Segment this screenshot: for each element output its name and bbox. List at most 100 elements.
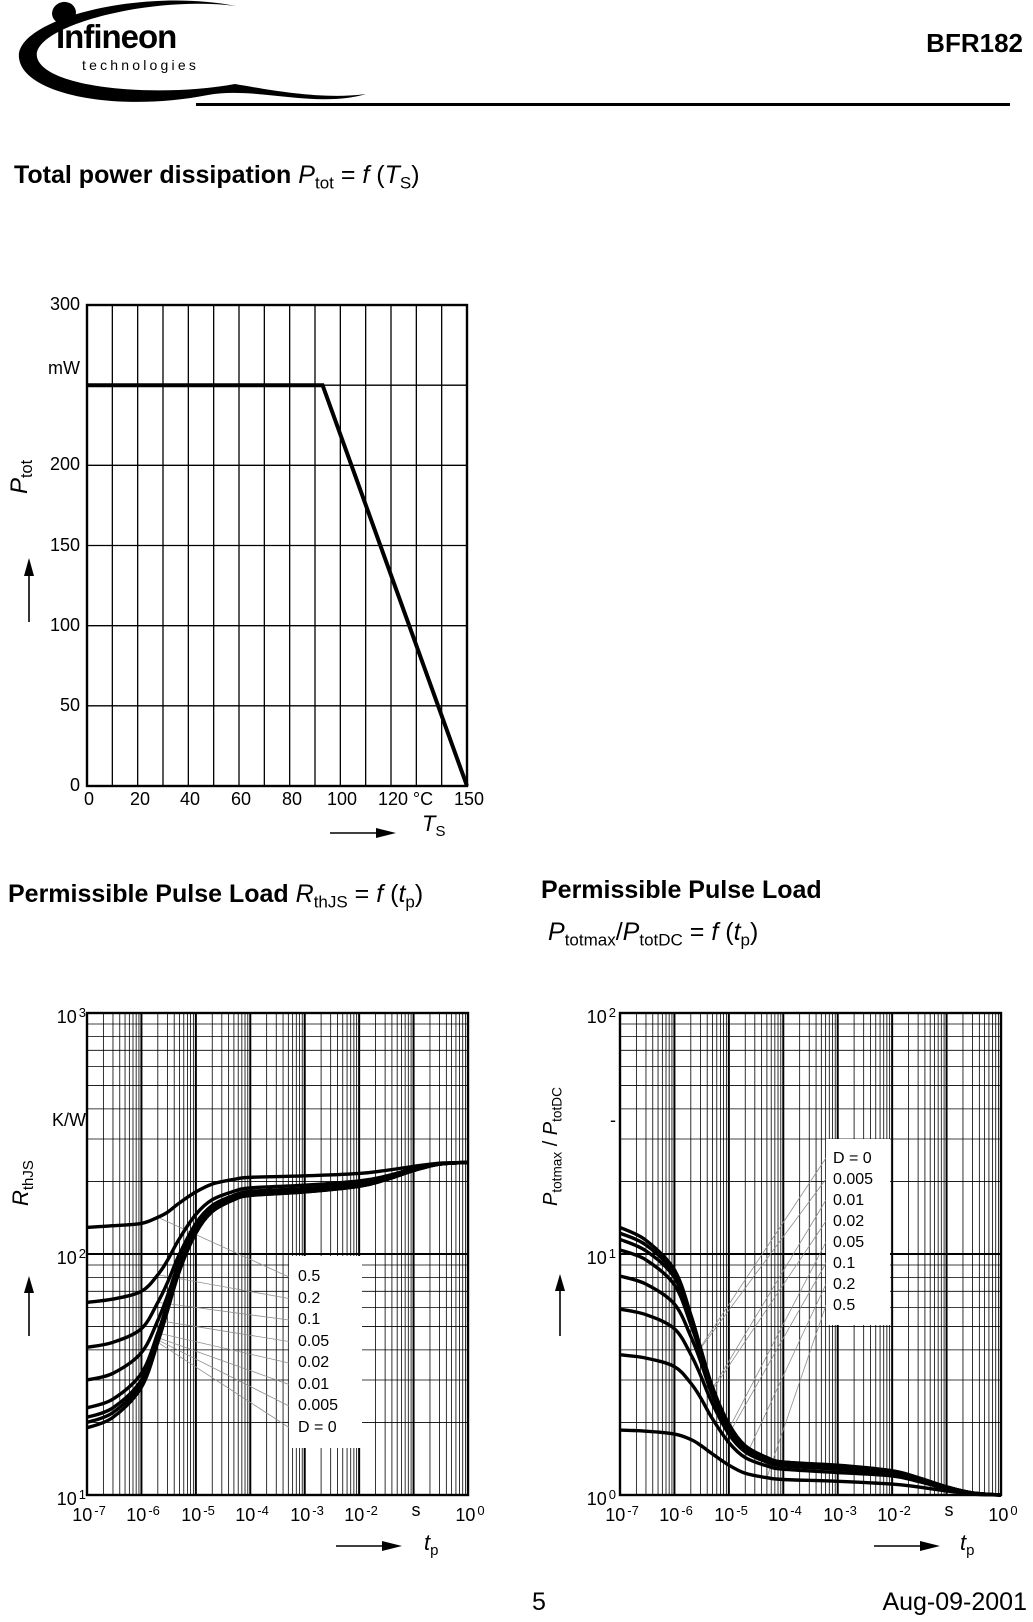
x-tick-label: 10 -7 [605, 1503, 639, 1525]
legend-entry: 0.5 [298, 1268, 321, 1285]
legend-leader-line [744, 1283, 827, 1458]
chart1-y-axis-arrow-icon [22, 558, 36, 624]
legend-entry: 0.05 [833, 1234, 865, 1251]
legend-leader-line [157, 1341, 290, 1428]
y-tick-label: 0 [69, 775, 80, 795]
legend-entry: D = 0 [833, 1150, 872, 1167]
curve-D=0.5 [86, 1160, 469, 1230]
logo-swoosh-icon [18, 0, 366, 102]
legend-entry: 0.1 [833, 1255, 856, 1272]
logo-brand-text: Infineon [56, 18, 177, 55]
legend-leader-line [157, 1332, 290, 1364]
y-tick-label: 10 3 [56, 1005, 86, 1027]
x-tick-label: 40 [179, 789, 201, 809]
x-tick-label: 10 -2 [344, 1503, 378, 1525]
curve-Ptotderating [87, 383, 469, 787]
chart3-x-axis-title: tp [960, 1530, 975, 1559]
x-tick-label: 100 [326, 789, 358, 809]
legend-leader-line [157, 1339, 290, 1407]
chart2-duty-cycle-legend: 0.5 0.2 0.1 0.05 0.02 0.01 0.005 D = 0 [289, 1256, 362, 1448]
chart2-y-axis-arrow-icon [22, 1276, 36, 1338]
x-tick-label: 10 -7 [72, 1503, 106, 1525]
y-tick-label: 100 [49, 615, 80, 635]
chart3-y-axis-arrow-icon [553, 1274, 567, 1338]
y-tick-label: 300 [49, 294, 80, 314]
legend-entry: D = 0 [298, 1418, 337, 1436]
page-number: 5 [532, 1588, 546, 1616]
curve-D=0 [86, 1160, 469, 1430]
chart3-y-axis-title: Ptotmax / PtotDC [540, 1087, 565, 1206]
chart3-duty-cycle-legend: D = 0 0.005 0.01 0.02 0.05 0.1 0.2 0.5 [826, 1139, 890, 1325]
x-tick-label: 10 -5 [714, 1503, 748, 1525]
section-title-pulse-load-left: Permissible Pulse Load RthJS = f (tp) [8, 880, 424, 912]
legend-leader-line [157, 1274, 290, 1299]
x-tick-label: 60 [230, 789, 252, 809]
x-tick-label: 10 -3 [290, 1503, 324, 1525]
x-tick-label: 10 -4 [768, 1503, 802, 1525]
y-tick-label: - [610, 1110, 616, 1130]
chart2-x-axis-title: tp [424, 1530, 439, 1559]
pulse-ratio-chart [618, 1011, 1003, 1497]
legend-entry: 0.05 [298, 1332, 330, 1350]
legend-leader-line [728, 1262, 827, 1435]
legend-leader-line [157, 1320, 290, 1342]
section-title-pulse-load-right: Permissible Pulse Load [541, 876, 822, 904]
y-tick-label: 10 1 [586, 1246, 616, 1268]
curve-D=0.5 [619, 1428, 1002, 1497]
legend-entry: 0.01 [833, 1192, 865, 1209]
y-tick-label: K/W [52, 1110, 86, 1130]
legend-entry: 0.02 [833, 1213, 865, 1230]
legend-entry: 0.005 [833, 1171, 874, 1188]
chart1-x-axis-arrow-icon [330, 826, 396, 840]
legend-entry: 0.5 [833, 1297, 856, 1314]
legend-leader-line [700, 1157, 827, 1348]
x-tick-label: °C [412, 789, 434, 809]
y-tick-label: mW [48, 358, 80, 378]
x-tick-label: 0 [83, 789, 94, 809]
x-tick-label: 20 [129, 789, 151, 809]
y-tick-label: 50 [59, 695, 80, 715]
x-tick-label: 150 [453, 789, 485, 809]
legend-leader-line [728, 1241, 827, 1430]
y-tick-label: 10 2 [586, 1005, 616, 1027]
x-tick-label: s [411, 1500, 421, 1520]
y-tick-label: 10 2 [56, 1246, 86, 1268]
legend-entry: 0.005 [298, 1397, 339, 1414]
legend-leader-line [712, 1220, 827, 1391]
header-rule [196, 103, 1010, 106]
legend-entry: 0.2 [298, 1289, 321, 1307]
x-tick-label: 10 -6 [659, 1503, 693, 1525]
x-tick-label: 120 [377, 789, 409, 809]
y-tick-label: 150 [49, 535, 80, 555]
legend-entry: 0.02 [298, 1354, 330, 1371]
logo-brand-subtext: technologies [82, 57, 200, 73]
x-tick-label: 10 -2 [877, 1503, 911, 1525]
rthjs-pulse-chart [85, 1011, 470, 1497]
infineon-logo: Infineon technologies [0, 0, 380, 125]
chart2-x-axis-arrow-icon [336, 1539, 402, 1553]
legend-leader-line [766, 1304, 827, 1478]
release-date: Aug-09-2001 [882, 1588, 1027, 1616]
chart1-x-axis-title: TS [422, 811, 446, 840]
x-tick-label: s [944, 1500, 954, 1520]
legend-entry: 0.01 [298, 1375, 330, 1393]
legend-leader-line [157, 1337, 290, 1385]
x-tick-label: 10 -6 [126, 1503, 160, 1525]
product-name: BFR182 [926, 28, 1023, 58]
section-title-pulse-load-right-formula: Ptotmax/PtotDC = f (tp) [548, 918, 759, 950]
legend-entry: 0.2 [833, 1276, 856, 1293]
x-tick-label: 10 -5 [181, 1503, 215, 1525]
chart3-x-axis-arrow-icon [874, 1539, 940, 1553]
legend-leader-line [712, 1199, 827, 1389]
legend-leader-line [700, 1178, 827, 1349]
power-derating-chart [85, 303, 469, 788]
x-tick-label: 10 -3 [823, 1503, 857, 1525]
legend-entry: 0.1 [298, 1311, 321, 1328]
chart2-y-axis-title: RthJS [8, 1160, 37, 1206]
y-tick-label: 10 1 [56, 1487, 86, 1509]
curve-D=0.2 [619, 1353, 1002, 1497]
legend-leader-line [157, 1301, 290, 1321]
